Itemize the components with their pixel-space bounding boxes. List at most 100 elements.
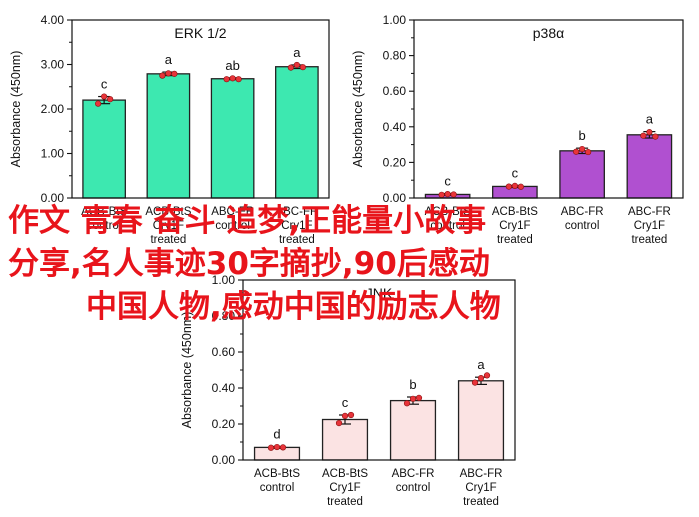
significance-letter: c: [444, 174, 451, 189]
x-tick-label: Cry1F: [153, 220, 184, 232]
y-axis-label: Absorbance (450nm): [180, 312, 194, 429]
y-tick-label: 0.40: [212, 381, 236, 395]
data-point: [159, 72, 166, 79]
data-point: [171, 70, 178, 77]
data-point: [640, 132, 647, 139]
chart-title: p38α: [533, 25, 564, 41]
bar: [457, 380, 505, 461]
data-point: [585, 148, 592, 156]
data-point: [444, 190, 451, 198]
data-point: [293, 61, 300, 69]
x-tick-label: Cry1F: [329, 482, 360, 494]
significance-letter: a: [646, 112, 654, 127]
x-tick-label: ABC-FR: [561, 206, 604, 218]
significance-letter: c: [512, 165, 519, 180]
bar: [626, 134, 673, 199]
data-point: [511, 182, 518, 189]
x-tick-label: ABC-FR: [628, 206, 671, 218]
x-tick-label: treated: [279, 234, 315, 246]
data-point: [287, 64, 294, 71]
x-tick-label: ACB-BtS: [425, 206, 471, 218]
data-point: [409, 395, 417, 402]
data-point: [273, 443, 281, 451]
data-point: [471, 379, 479, 386]
bar: [275, 66, 319, 199]
x-tick-label: treated: [327, 496, 363, 508]
x-tick-label: Cry1F: [281, 220, 312, 232]
data-point: [477, 375, 485, 382]
data-point: [415, 394, 423, 402]
data-point: [95, 100, 102, 107]
significance-letter: b: [409, 377, 416, 392]
x-tick-label: control: [430, 220, 465, 232]
y-tick-label: 0.60: [212, 345, 236, 359]
bar: [82, 99, 126, 199]
x-tick-label: ACB-BtS: [492, 206, 538, 218]
y-axis-label: Absorbance (450nm): [351, 51, 365, 168]
x-tick-label: ACB-BtS: [145, 206, 191, 218]
bar: [210, 78, 255, 199]
chart-panel-1: c ACB-BtS control a ACB-BtS Cry1F treated ab ABC…: [9, 13, 330, 246]
chart-title: JNK: [366, 285, 393, 301]
x-tick-label: treated: [150, 234, 186, 246]
y-tick-label: 0.00: [212, 453, 236, 467]
x-tick-label: ACB-BtS: [322, 468, 368, 480]
x-tick-label: Cry1F: [634, 220, 665, 232]
data-point: [107, 96, 114, 103]
data-point: [505, 183, 512, 190]
y-axis-label: Absorbance (450nm): [9, 51, 23, 168]
data-point: [573, 148, 580, 155]
data-point: [403, 400, 411, 407]
bar: [321, 418, 369, 461]
bar: [559, 150, 605, 199]
y-tick-label: 0.00: [41, 191, 65, 205]
x-tick-label: treated: [497, 234, 533, 246]
data-point: [299, 64, 306, 71]
data-point: [652, 133, 659, 140]
chart-panel-2: c ACB-BtS control c ACB-BtS Cry1F treated b ABC-…: [351, 13, 684, 246]
y-tick-label: 0.60: [383, 84, 407, 98]
y-tick-label: 0.40: [383, 120, 407, 134]
x-tick-label: control: [215, 220, 250, 232]
x-tick-label: ABC-FR: [211, 206, 254, 218]
data-point: [267, 444, 275, 451]
data-point: [341, 412, 349, 420]
significance-letter: c: [342, 395, 349, 410]
x-tick-label: treated: [463, 496, 499, 508]
significance-letter: c: [101, 77, 108, 92]
y-tick-label: 4.00: [41, 13, 65, 27]
y-tick-label: 0.00: [383, 191, 407, 205]
x-tick-label: treated: [631, 234, 667, 246]
data-point: [438, 191, 445, 198]
data-point: [279, 444, 287, 451]
data-point: [335, 420, 343, 427]
x-tick-label: Cry1F: [465, 482, 496, 494]
significance-letter: ab: [225, 58, 239, 73]
y-tick-label: 1.00: [41, 147, 65, 161]
significance-letter: a: [293, 45, 301, 60]
bar: [146, 73, 191, 199]
data-point: [517, 183, 524, 190]
x-tick-label: Cry1F: [499, 220, 530, 232]
data-point: [223, 76, 230, 83]
data-point: [579, 145, 586, 153]
x-tick-label: ABC-FR: [392, 468, 435, 480]
x-tick-label: ABC-FR: [460, 468, 503, 480]
y-tick-label: 1.00: [383, 13, 407, 27]
data-point: [646, 129, 653, 136]
x-tick-label: control: [565, 220, 600, 232]
x-tick-label: control: [87, 220, 122, 232]
y-tick-label: 0.80: [383, 49, 407, 63]
y-tick-label: 0.20: [212, 417, 236, 431]
data-point: [165, 70, 172, 77]
y-tick-label: 2.00: [41, 102, 65, 116]
x-tick-label: ABC-FR: [275, 206, 318, 218]
y-tick-label: 1.00: [212, 273, 236, 287]
chart-panel-3: d ACB-BtS control c ACB-BtS Cry1F treated b ABC-…: [180, 273, 516, 508]
significance-letter: d: [273, 427, 280, 442]
data-point: [101, 93, 108, 100]
data-point: [347, 411, 355, 419]
significance-letter: a: [165, 52, 173, 67]
y-tick-label: 3.00: [41, 58, 65, 72]
